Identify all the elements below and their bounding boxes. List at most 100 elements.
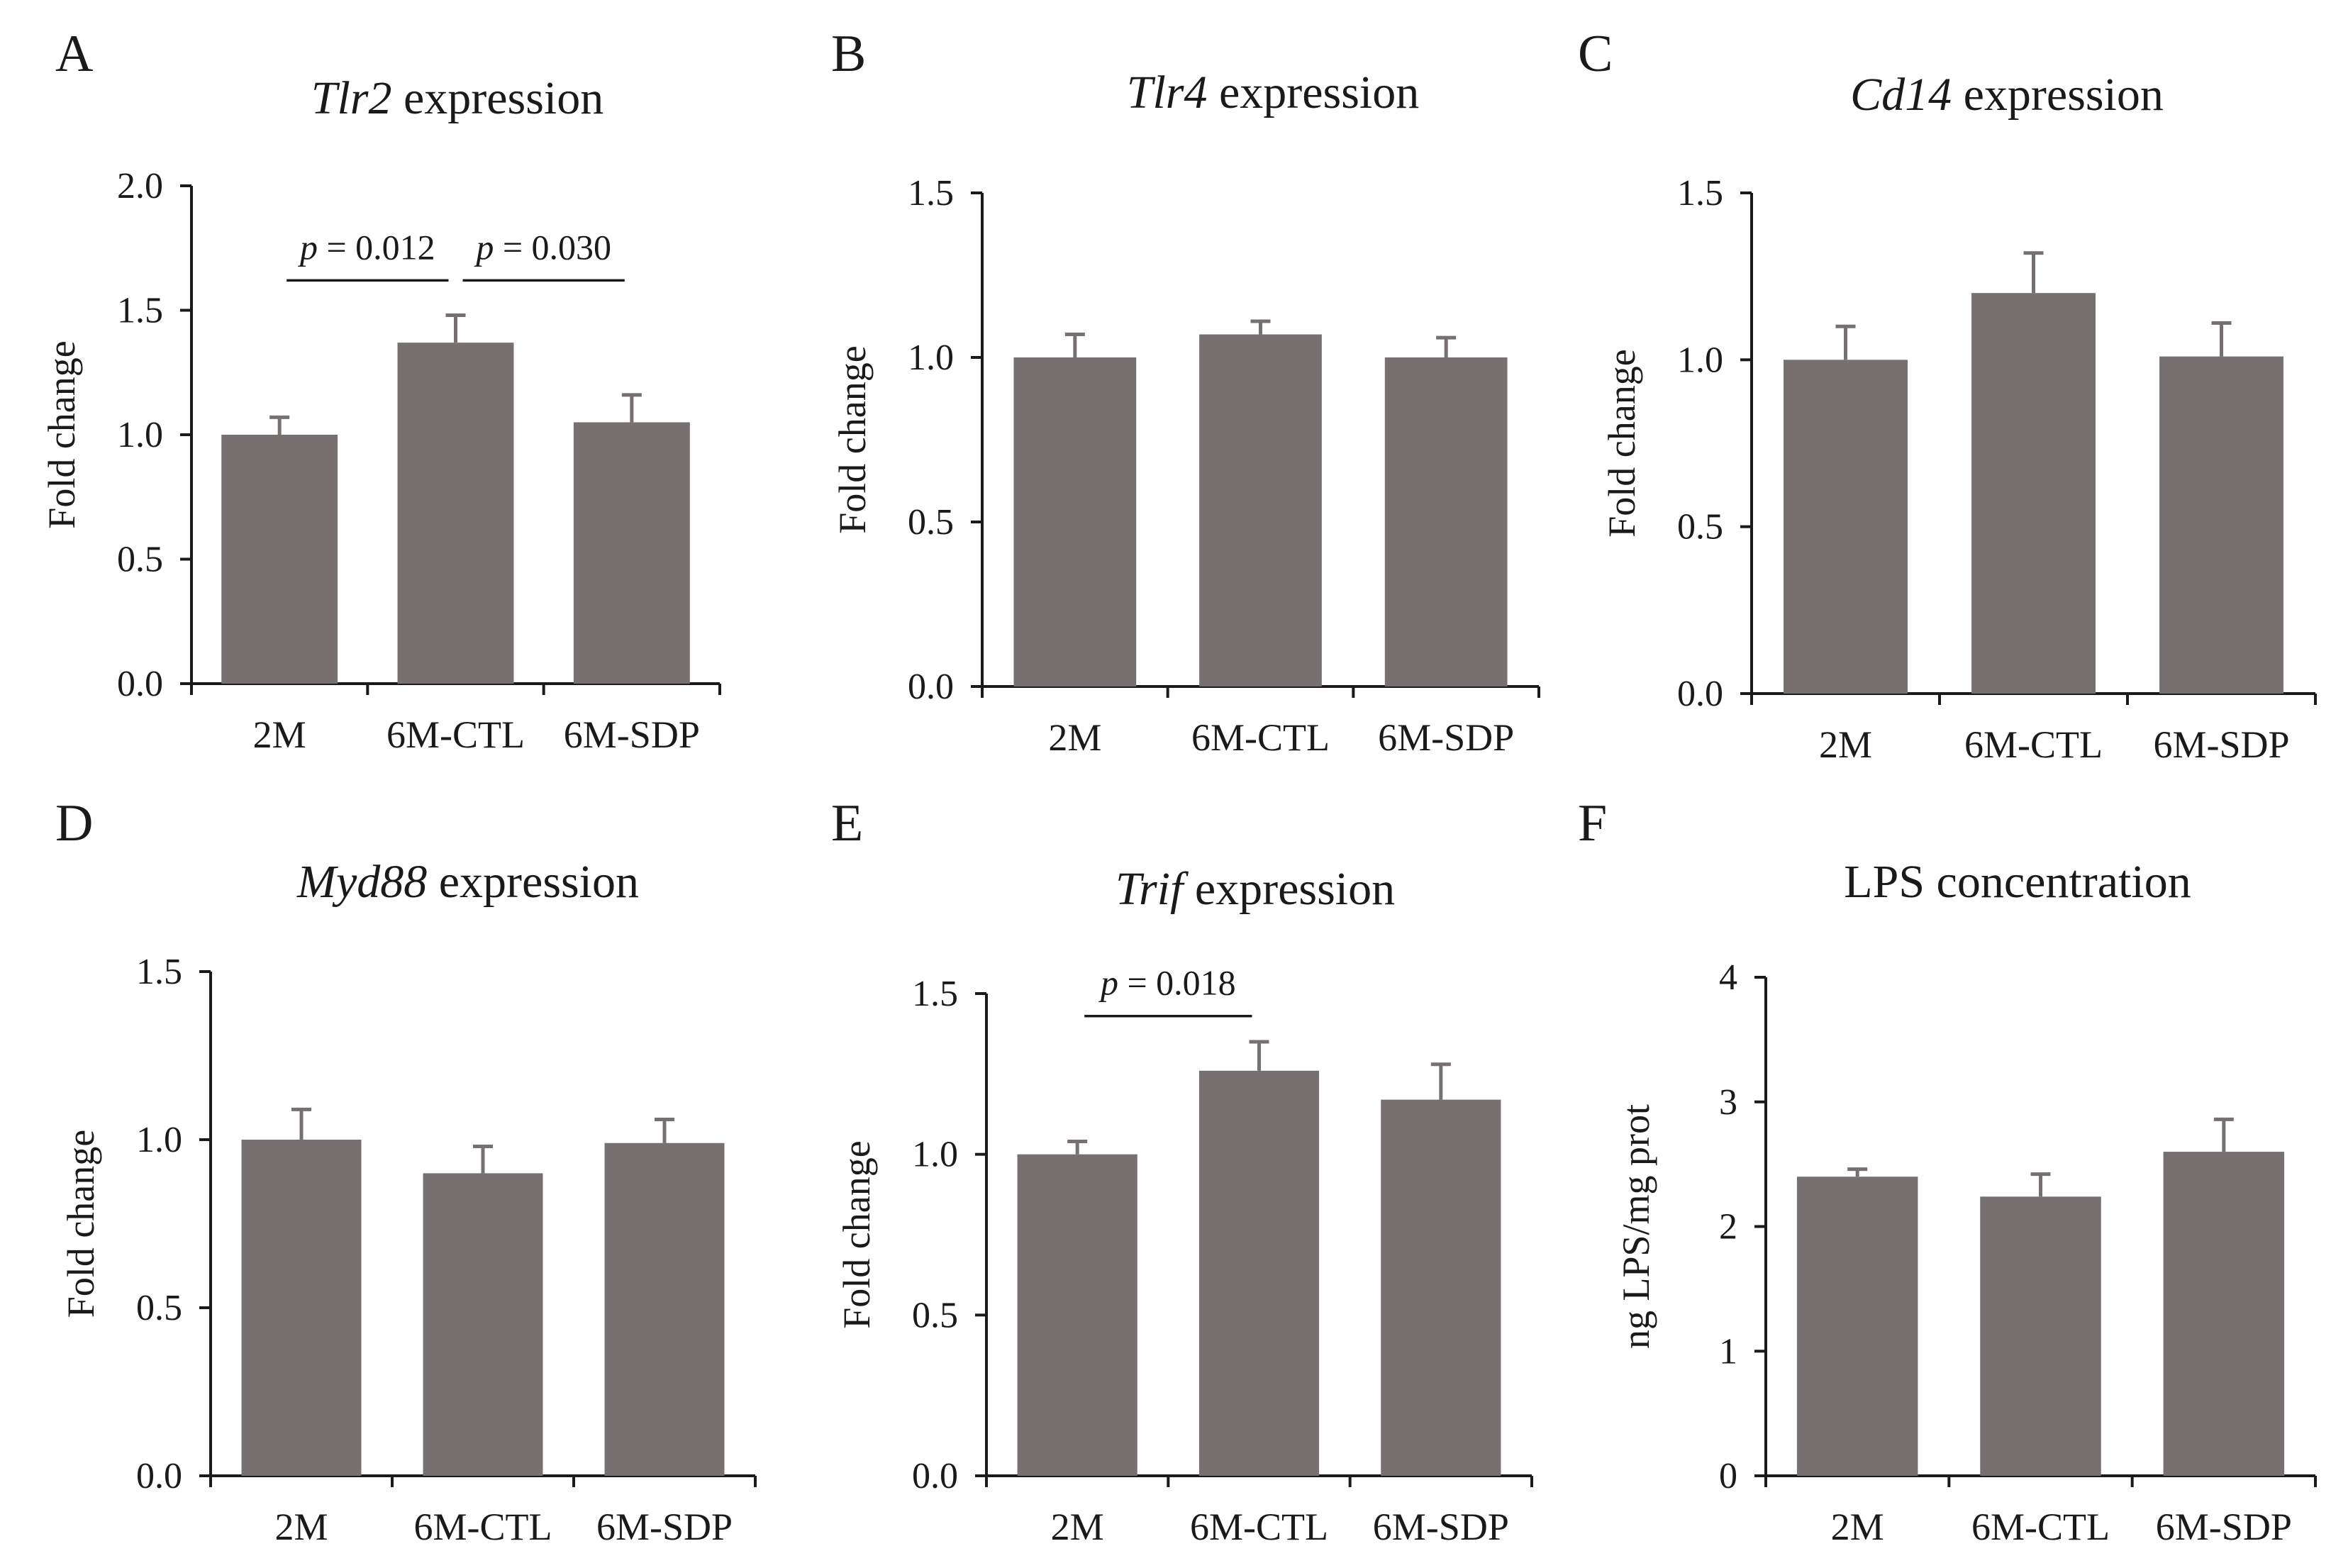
chart-panel-d: D Myd88 expression 0.0 0.5 1.0 1.5 Fold change…	[55, 794, 757, 1548]
chart-title: Tlr4 expression	[1127, 67, 1420, 118]
category-label: 6M-SDP	[2156, 1506, 2292, 1548]
bar-2m	[1017, 1154, 1137, 1476]
y-tick-label: 0.0	[136, 1456, 182, 1496]
bar-6m-ctl	[1971, 293, 2096, 694]
panel-letter: D	[55, 794, 93, 852]
category-label: 6M-CTL	[1191, 716, 1330, 759]
bar-2m	[1013, 357, 1137, 686]
chart-panel-c: C Cd14 expression 0.0 0.5 1.0 1.5 Fold change 2…	[1578, 25, 2317, 766]
bar-6m-sdp	[604, 1142, 725, 1476]
bar-6m-ctl	[397, 343, 514, 684]
category-label: 2M	[1051, 1506, 1104, 1548]
bar-2m	[1796, 1177, 1918, 1476]
significance-p: p	[1098, 963, 1118, 1003]
y-tick-label: 0	[1719, 1456, 1737, 1496]
chart-title: LPS concentration	[1844, 856, 2191, 908]
y-tick-label: 0.0	[908, 667, 954, 707]
significance-value: = 0.030	[494, 227, 611, 267]
y-tick-label: 2.0	[117, 166, 163, 206]
y-tick-label: 0.5	[136, 1288, 182, 1328]
bar-6m-ctl	[1199, 334, 1322, 686]
category-label: 2M	[274, 1506, 328, 1548]
y-axis-label: ng LPS/mg prot	[1615, 1104, 1657, 1349]
significance-label: p = 0.018	[1098, 963, 1236, 1003]
bar-6m-sdp	[2159, 356, 2283, 694]
chart-title: Tlr2 expression	[311, 72, 604, 124]
bar-6m-sdp	[1381, 1099, 1501, 1476]
category-label: 6M-CTL	[1190, 1506, 1328, 1548]
chart-panel-f: F LPS concentration 0 1 2 3 4 ng LPS/mg prot 2M 6…	[1578, 794, 2317, 1548]
y-tick-label: 0.5	[117, 540, 163, 580]
y-tick-label: 1.5	[136, 952, 182, 992]
panel-letter: B	[831, 25, 866, 83]
y-axis-label: Fold change	[1601, 349, 1643, 537]
y-tick-label: 1.0	[1677, 340, 1723, 380]
y-axis-label: Fold change	[40, 340, 83, 528]
category-label: 6M-SDP	[2153, 723, 2289, 766]
y-axis-label: Fold change	[60, 1130, 102, 1318]
category-label: 6M-CTL	[1964, 723, 2103, 766]
y-tick-label: 1.5	[1677, 173, 1723, 213]
category-label: 6M-SDP	[564, 713, 700, 756]
bar-2m	[1784, 360, 1908, 694]
category-label: 2M	[253, 713, 306, 756]
chart-title: Myd88 expression	[296, 856, 639, 908]
chart-title-gene: Tlr2	[311, 72, 392, 124]
chart-title-gene: Trif	[1116, 863, 1189, 915]
chart-title-gene: Myd88	[296, 856, 427, 908]
chart-title-rest: expression	[391, 72, 603, 124]
y-tick-label: 1.5	[117, 291, 163, 331]
category-label: 6M-CTL	[414, 1506, 552, 1548]
y-tick-label: 3	[1719, 1082, 1737, 1123]
chart-title-gene: Cd14	[1850, 69, 1952, 121]
category-label: 6M-CTL	[1971, 1506, 2110, 1548]
bar-6m-sdp	[1384, 357, 1508, 686]
y-tick-label: 0.0	[117, 664, 163, 704]
y-axis-label: Fold change	[835, 1140, 878, 1328]
y-tick-label: 0.0	[912, 1456, 958, 1496]
category-label: 6M-CTL	[386, 713, 525, 756]
chart-title: Cd14 expression	[1850, 69, 2164, 121]
y-tick-label: 2	[1719, 1207, 1737, 1247]
bar-6m-sdp	[573, 422, 690, 684]
bar-2m	[241, 1140, 362, 1476]
bar-2m	[221, 435, 338, 684]
y-tick-label: 0.5	[1677, 507, 1723, 547]
y-tick-label: 1	[1719, 1331, 1737, 1372]
bar-6m-ctl	[423, 1173, 543, 1476]
y-tick-label: 1.0	[117, 415, 163, 455]
category-label: 6M-SDP	[1378, 716, 1514, 759]
y-axis-label: Fold change	[831, 345, 874, 533]
chart-title-rest: expression	[1183, 863, 1395, 915]
category-label: 6M-SDP	[596, 1506, 733, 1548]
y-tick-label: 1.5	[908, 173, 954, 213]
chart-panel-b: B Tlr4 expression 0.0 0.5 1.0 1.5 Fold change 2…	[831, 25, 1540, 759]
bar-6m-sdp	[2163, 1152, 2285, 1476]
category-label: 2M	[1831, 1506, 1884, 1548]
chart-panel-a: A Tlr2 expression 0.0 0.5 1.0 1.5 2.0 Fold chan…	[40, 25, 721, 756]
y-tick-label: 0.5	[912, 1295, 958, 1335]
significance-label: p = 0.012	[298, 227, 435, 267]
chart-title-rest: LPS concentration	[1844, 856, 2191, 908]
chart-title-rest: expression	[1952, 69, 2164, 121]
significance-label: p = 0.030	[474, 227, 611, 267]
bar-6m-ctl	[1980, 1196, 2101, 1476]
significance-value: = 0.018	[1118, 963, 1236, 1003]
category-label: 2M	[1048, 716, 1101, 759]
significance-p: p	[298, 227, 318, 267]
panel-letter: F	[1578, 794, 1607, 852]
significance-value: = 0.012	[318, 227, 435, 267]
category-label: 6M-SDP	[1373, 1506, 1509, 1548]
y-tick-label: 1.0	[136, 1120, 182, 1160]
chart-title-gene: Tlr4	[1127, 67, 1208, 118]
y-tick-label: 4	[1719, 957, 1737, 998]
bar-6m-ctl	[1198, 1070, 1320, 1476]
y-tick-label: 1.0	[908, 338, 954, 378]
panel-letter: A	[55, 25, 93, 83]
chart-panel-e: E Trif expression 0.0 0.5 1.0 1.5 Fold change 2…	[831, 794, 1533, 1548]
category-label: 2M	[1819, 723, 1872, 766]
y-tick-label: 0.5	[908, 502, 954, 543]
y-tick-label: 1.5	[912, 974, 958, 1014]
panel-letter: C	[1578, 25, 1613, 83]
